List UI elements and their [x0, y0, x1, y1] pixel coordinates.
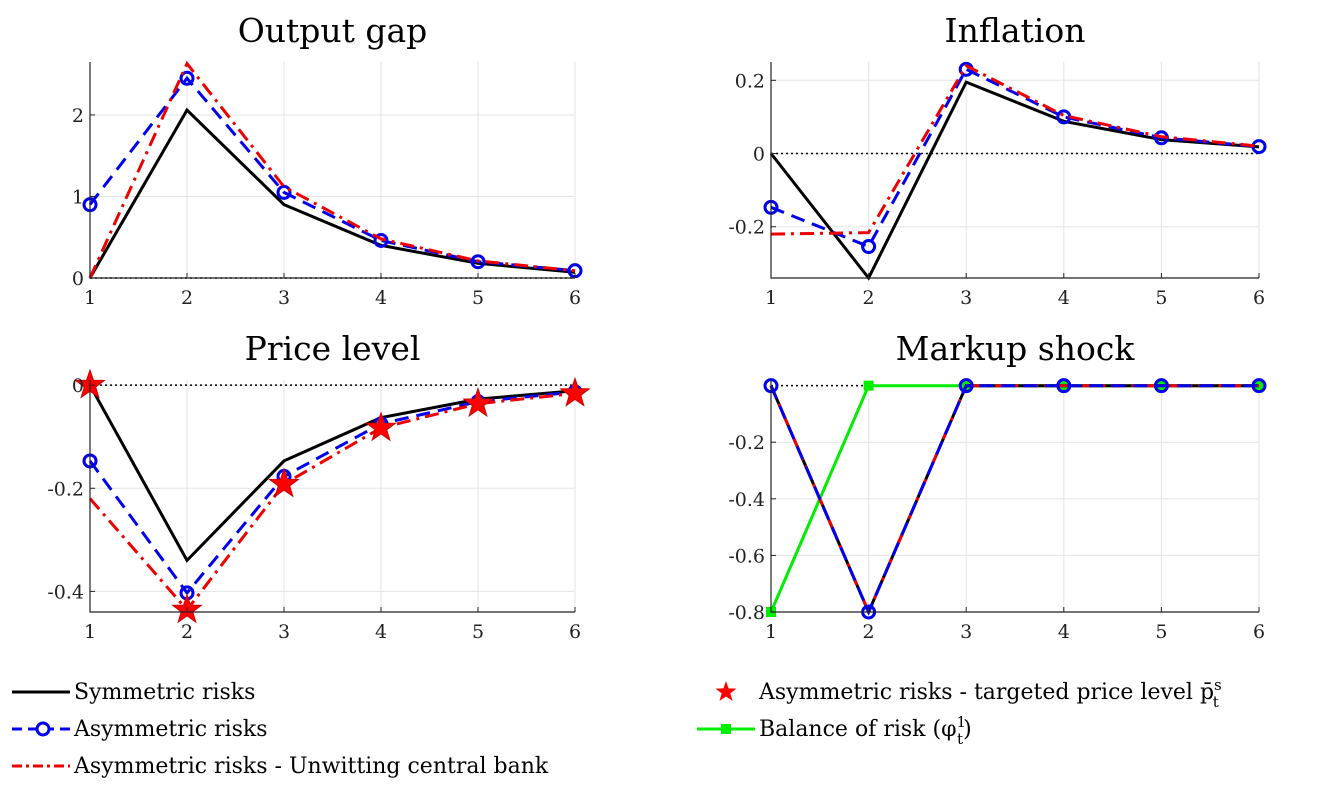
data-point-targeted	[462, 387, 494, 418]
series-line-asymmetric	[770, 67, 1260, 249]
data-point-targeted	[365, 411, 397, 442]
panel-price-level: 1 2 3 4 5 6 -0.4 -0.2 0 Price level	[47, 329, 591, 643]
data-point-asymmetric	[861, 239, 877, 255]
chart-title: Output gap	[238, 11, 428, 50]
x-tick-label: 5	[1155, 621, 1167, 643]
x-tick-label: 6	[1253, 621, 1265, 643]
y-tick-label: -0.6	[728, 545, 765, 567]
series-line-asymmetric	[88, 75, 576, 273]
chart-title: Price level	[245, 329, 421, 368]
data-point-asymmetric	[276, 184, 292, 200]
x-tick-label: 2	[181, 621, 193, 643]
x-tick-label: 1	[765, 287, 777, 309]
x-tick-label: 5	[1155, 287, 1167, 309]
series-line-unwitting	[88, 60, 576, 279]
data-point-asymmetric	[470, 254, 486, 270]
data-point-asymmetric	[1056, 378, 1072, 394]
x-tick-label: 6	[1253, 287, 1265, 309]
chart-title: Inflation	[945, 11, 1086, 50]
series-line-unwitting	[770, 63, 1260, 236]
series-asymmetric	[763, 61, 1267, 255]
y-tick-label: -0.2	[728, 432, 765, 454]
x-tick-label: 5	[472, 621, 484, 643]
y-tick-label: 0	[753, 144, 765, 166]
series-unwitting	[770, 63, 1260, 236]
y-tick-label: 2	[72, 105, 84, 127]
x-tick-label: 1	[84, 287, 96, 309]
x-tick-label: 6	[569, 287, 581, 309]
x-tick-label: 4	[1058, 287, 1070, 309]
y-tick-label: -0.8	[728, 602, 765, 624]
data-point-targeted	[268, 467, 300, 498]
series-line-symmetric	[88, 107, 576, 279]
legend-label: Asymmetric risks	[73, 717, 268, 742]
axes	[770, 380, 1259, 613]
legend-star-symbol	[715, 681, 737, 701]
x-tick-label: 5	[472, 287, 484, 309]
y-tick-label: 0	[72, 375, 84, 397]
y-tick-label: -0.4	[47, 581, 84, 603]
y-tick-label: 1	[72, 186, 84, 208]
series-unwitting	[88, 391, 576, 613]
data-point-targeted	[559, 376, 591, 407]
series-symmetric	[88, 107, 576, 279]
x-tick-label: 4	[375, 287, 387, 309]
x-tick-label: 2	[863, 287, 875, 309]
x-tick-label: 4	[1058, 621, 1070, 643]
legend-square-symbol	[721, 724, 731, 734]
series-symmetric	[769, 80, 1260, 281]
x-tick-label: 3	[960, 287, 972, 309]
legend-item-asymmetric: Asymmetric risks	[12, 717, 268, 742]
data-point-asymmetric	[373, 233, 389, 249]
series-line-symmetric	[88, 384, 576, 563]
legend-item-symmetric: Symmetric risks	[12, 680, 255, 705]
panel-markup-shock: 1 2 3 4 5 6 -0.8 -0.6 -0.4 -0.2 Markup shock	[728, 329, 1267, 643]
legend: Symmetric risks Asymmetric risks Asymmetri…	[12, 676, 1222, 779]
chart-title: Markup shock	[896, 329, 1136, 368]
legend-label: Balance of risk (φ1 t)	[759, 713, 972, 748]
data-point-asymmetric	[958, 378, 974, 394]
y-tick-label: 0.2	[735, 70, 765, 92]
data-point-asymmetric	[1251, 378, 1267, 394]
x-tick-label: 1	[765, 621, 777, 643]
y-tick-label: -0.4	[728, 489, 765, 511]
x-tick-label: 2	[863, 621, 875, 643]
x-tick-label: 6	[569, 621, 581, 643]
x-tick-label: 3	[278, 621, 290, 643]
series-asymmetric	[82, 70, 583, 279]
legend-label: Asymmetric risks - targeted price level …	[758, 676, 1222, 711]
axes	[89, 62, 575, 279]
y-tick-label: 0	[72, 268, 84, 290]
x-tick-label: 4	[375, 621, 387, 643]
axes	[89, 380, 575, 613]
series-asymmetric	[763, 378, 1267, 620]
panel-inflation: 1 2 3 4 5 6 -0.2 0 0.2 Inflation	[728, 11, 1267, 309]
data-point-balance	[863, 380, 874, 391]
y-tick-label: -0.2	[728, 217, 765, 239]
x-tick-label: 3	[278, 287, 290, 309]
series-line-asymmetric	[88, 390, 576, 596]
legend-item-balance: Balance of risk (φ1 t)	[697, 713, 972, 748]
data-point-asymmetric	[179, 70, 195, 86]
x-tick-label: 2	[181, 287, 193, 309]
legend-label: Asymmetric risks - Unwitting central ban…	[73, 754, 549, 779]
legend-item-unwitting: Asymmetric risks - Unwitting central ban…	[12, 754, 549, 779]
legend-circle-symbol	[35, 721, 51, 737]
series-symmetric	[88, 384, 576, 563]
series-unwitting	[88, 60, 576, 279]
legend-item-targeted: Asymmetric risks - targeted price level …	[715, 676, 1222, 711]
x-tick-label: 3	[960, 621, 972, 643]
y-tick-label: -0.2	[47, 478, 84, 500]
x-tick-label: 1	[84, 621, 96, 643]
series-asymmetric	[82, 384, 583, 601]
series-line-unwitting	[88, 391, 576, 613]
series-line-asymmetric	[769, 384, 1259, 616]
series-line-symmetric	[769, 80, 1260, 281]
legend-label: Symmetric risks	[74, 680, 255, 705]
data-point-asymmetric	[1153, 378, 1169, 394]
